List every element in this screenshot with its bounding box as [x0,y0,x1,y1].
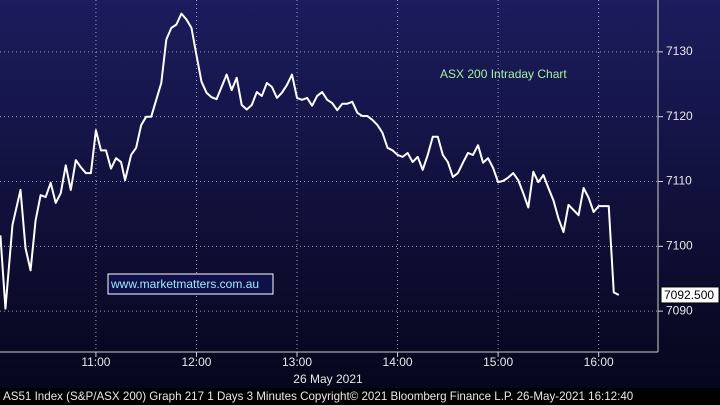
chart-annotation: ASX 200 Intraday Chart [440,67,567,81]
x-tick-label: 13:00 [282,355,312,369]
price-line [0,12,620,310]
last-value-label: 7092.500 [664,288,714,302]
y-tick-label: 7090 [666,303,693,317]
footer: AS51 Index (S&P/ASX 200) Graph 217 1 Day… [3,390,633,403]
y-tick-label: 7130 [666,44,693,58]
watermark: www.marketmatters.com.au [110,277,259,291]
x-tick-label: 16:00 [584,355,614,369]
footer-bar [0,388,720,405]
x-tick-label: 14:00 [383,355,413,369]
last-value-box [660,286,720,304]
y-tick-label: 7100 [666,239,693,253]
y-tick-label: 7110 [666,174,692,188]
date-label: 26 May 2021 [293,372,363,386]
background [0,0,720,388]
x-tick-label: 11:00 [81,355,110,369]
x-tick-label: 12:00 [181,355,211,369]
x-tick-label: 15:00 [483,355,513,369]
y-tick-label: 7120 [666,109,693,123]
plot [0,12,620,310]
watermark-box [107,273,274,295]
grid [0,0,658,352]
